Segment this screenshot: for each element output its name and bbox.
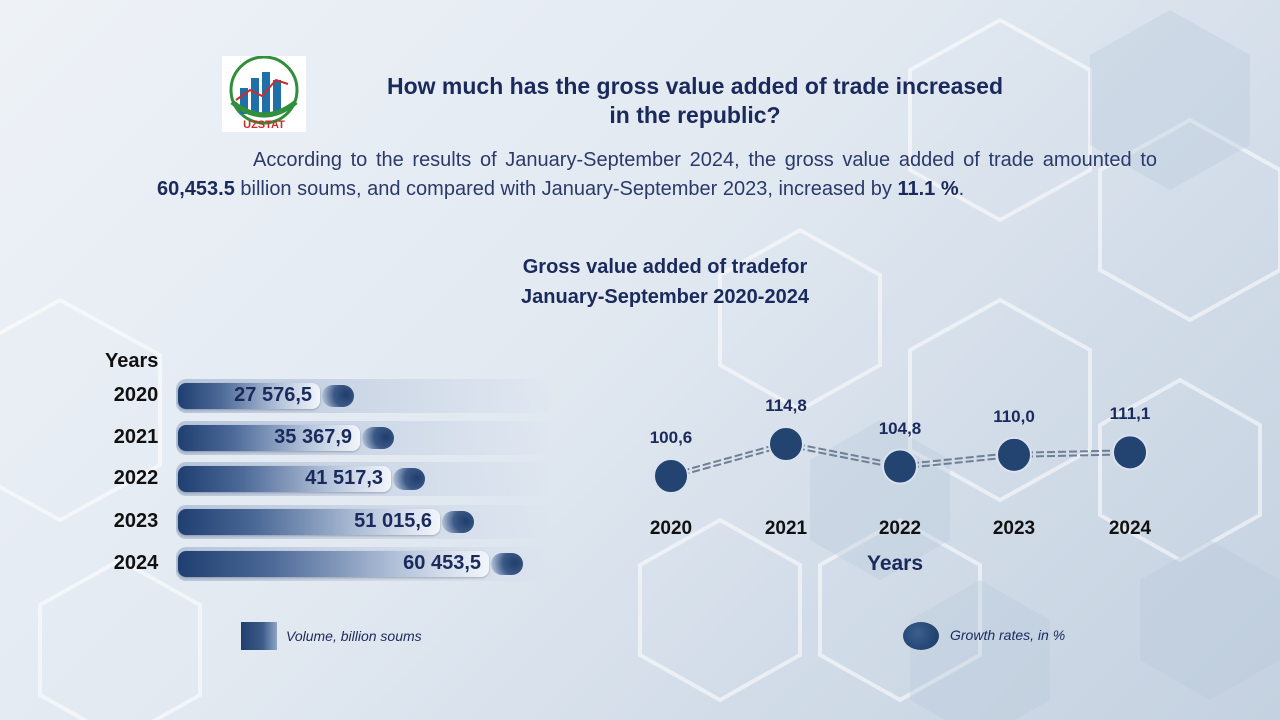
line-segment: [785, 445, 901, 470]
summary-text-2: billion soums, and compared with January…: [234, 178, 898, 200]
page-title-line2: in the republic?: [609, 102, 781, 128]
summary-text-3: .: [958, 178, 965, 200]
summary-amount: 60,453.5: [157, 178, 235, 200]
legend-growth-swatch: [903, 622, 939, 650]
line-point: [996, 436, 1032, 473]
page-title: How much has the gross value added of tr…: [300, 72, 1090, 130]
summary-paragraph: According to the results of January-Sept…: [157, 146, 1157, 204]
summary-text-1: According to the results of January-Sept…: [253, 149, 1157, 171]
logo-text: UZSTAT: [243, 119, 285, 131]
line-point: [1112, 434, 1148, 471]
chart-title-line1: Gross value added of tradefor: [522, 256, 808, 278]
line-point: [882, 448, 918, 485]
legend-volume-label: Volume, billion soums: [286, 628, 422, 644]
legend-volume-swatch: [241, 622, 277, 650]
page-title-line1: How much has the gross value added of tr…: [386, 73, 1004, 99]
line-segment: [1013, 453, 1131, 458]
chart-title: Gross value added of tradefor January-Se…: [430, 252, 900, 312]
line-segment: [899, 455, 1015, 470]
summary-rate: 11.1 %: [897, 178, 959, 200]
line-point: [653, 458, 689, 494]
chart-title-line2: January-September 2020-2024: [521, 286, 809, 308]
uzstat-logo: UZSTAT: [222, 55, 306, 132]
line-segment: [785, 441, 901, 466]
bar-axis-label: Years: [105, 350, 159, 372]
line-point: [768, 426, 804, 462]
legend-growth-label: Growth rates, in %: [950, 627, 1066, 643]
line-segment: [670, 445, 787, 479]
logo-graphic: UZSTAT: [229, 55, 299, 131]
growth-line-chart: [653, 426, 1148, 494]
line-segment: [899, 451, 1015, 466]
line-segment: [1013, 449, 1131, 454]
line-segment: [670, 441, 787, 475]
line-x-axis-title: Years: [866, 552, 924, 575]
